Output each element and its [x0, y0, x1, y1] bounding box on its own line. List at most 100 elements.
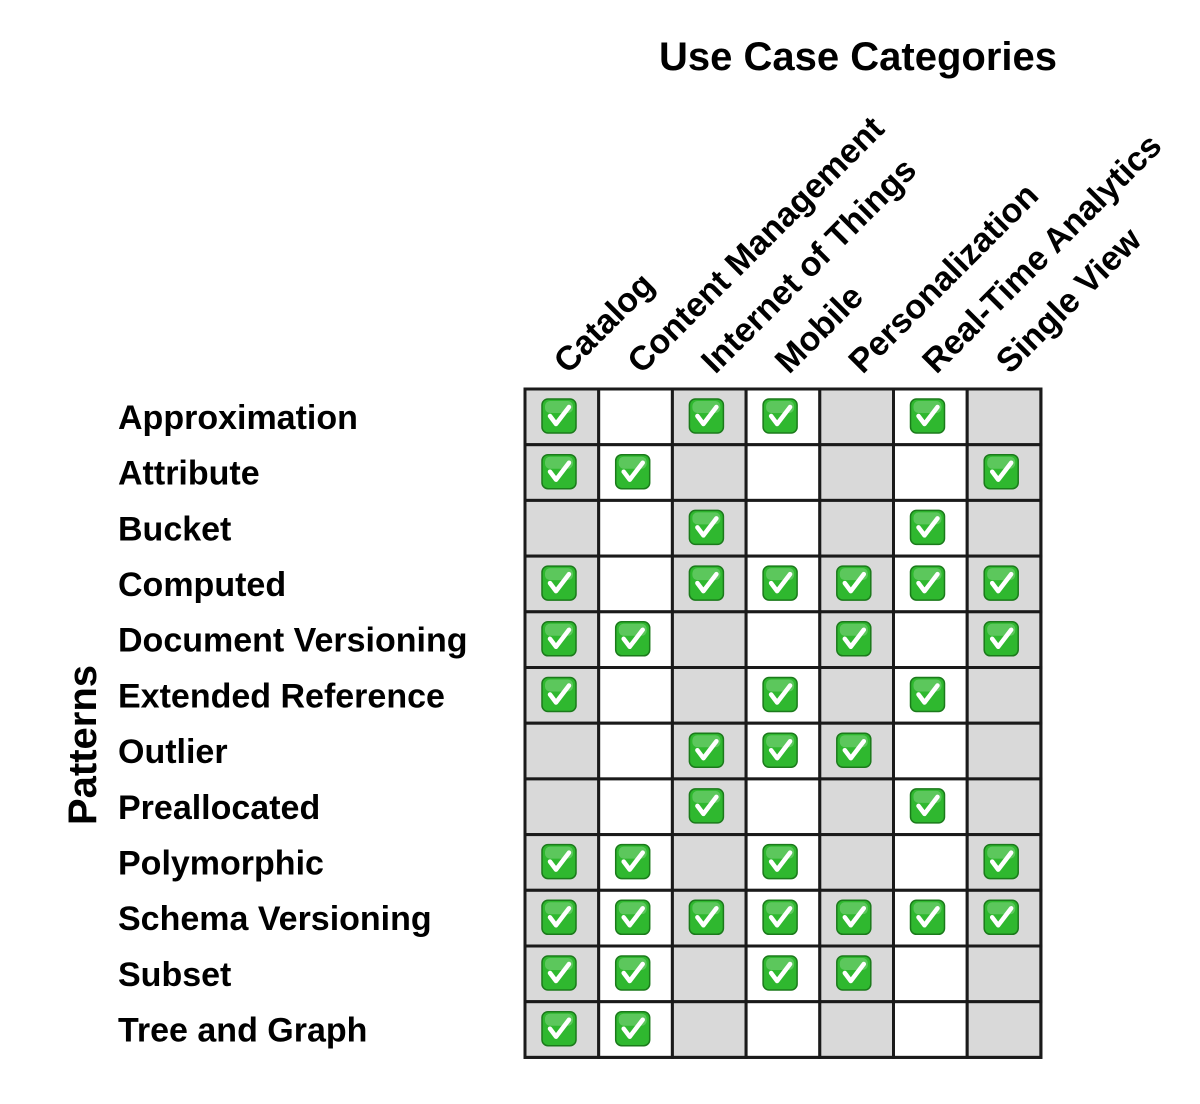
matrix-cell: [892, 833, 969, 892]
matrix-cell: [744, 610, 822, 669]
matrix-cell: [965, 721, 1043, 781]
matrix-cell: [892, 721, 969, 781]
matrix-cell: [965, 777, 1043, 837]
matrix-border: [523, 387, 1043, 1059]
green-checkbox-icon: [541, 398, 577, 434]
row-label: Polymorphic: [118, 844, 324, 882]
green-checkbox-icon: [909, 509, 946, 546]
matrix-cell: [965, 387, 1043, 447]
green-checkbox-icon: [541, 565, 577, 601]
green-checkbox-icon: [909, 398, 946, 434]
matrix-cell: [670, 666, 748, 725]
row-label: Preallocated: [118, 789, 320, 827]
matrix-cell: [597, 554, 674, 614]
row-label: Approximation: [118, 399, 358, 437]
matrix-cell: [818, 666, 895, 725]
matrix-cell: [818, 443, 895, 502]
matrix-cell: [818, 387, 895, 447]
green-checkbox-icon: [909, 676, 946, 713]
green-checkbox-icon: [983, 565, 1019, 601]
matrix-cell: [744, 1000, 822, 1059]
matrix-cell: [818, 833, 895, 892]
row-label: Computed: [118, 566, 286, 604]
row-label: Attribute: [118, 455, 260, 493]
green-checkbox-icon: [614, 453, 651, 490]
row-label: Extended Reference: [118, 677, 445, 715]
matrix-cell: [523, 721, 601, 781]
green-checkbox-icon: [909, 899, 946, 936]
green-checkbox-icon: [541, 1010, 577, 1047]
green-checkbox-icon: [688, 899, 725, 936]
green-checkbox-icon: [762, 843, 798, 880]
green-checkbox-icon: [836, 955, 872, 991]
matrix-cell: [892, 443, 969, 502]
matrix-cell: [744, 777, 822, 837]
row-label: Tree and Graph: [118, 1012, 367, 1050]
green-checkbox-icon: [614, 843, 651, 880]
green-checkbox-icon: [541, 843, 577, 880]
green-checkbox-icon: [983, 453, 1019, 490]
green-checkbox-icon: [836, 732, 872, 768]
green-checkbox-icon: [836, 621, 872, 657]
matrix-cell: [818, 1000, 895, 1059]
matrix-cell: [597, 777, 674, 837]
green-checkbox-icon: [688, 565, 725, 601]
matrix-cell: [892, 610, 969, 669]
matrix-cell: [670, 610, 748, 669]
matrix-cell: [892, 1000, 969, 1059]
green-checkbox-icon: [983, 621, 1019, 657]
green-checkbox-icon: [983, 843, 1019, 880]
green-checkbox-icon: [614, 621, 651, 657]
green-checkbox-icon: [762, 676, 798, 713]
green-checkbox-icon: [541, 955, 577, 991]
matrix-cell: [597, 498, 674, 558]
green-checkbox-icon: [614, 899, 651, 936]
green-checkbox-icon: [614, 1010, 651, 1047]
green-checkbox-icon: [836, 899, 872, 936]
matrix-cell: [965, 498, 1043, 558]
green-checkbox-icon: [909, 565, 946, 601]
matrix-cell: [523, 777, 601, 837]
matrix-cell: [597, 666, 674, 725]
y-axis-label: Patterns: [61, 665, 105, 825]
green-checkbox-icon: [614, 955, 651, 991]
green-checkbox-icon: [688, 732, 725, 768]
green-checkbox-icon: [688, 509, 725, 546]
row-label: Document Versioning: [118, 622, 468, 660]
matrix-cell: [670, 1000, 748, 1059]
green-checkbox-icon: [762, 398, 798, 434]
matrix-cell: [670, 443, 748, 502]
green-checkbox-icon: [688, 788, 725, 824]
green-checkbox-icon: [541, 621, 577, 657]
matrix-cell: [818, 777, 895, 837]
matrix-cell: [892, 944, 969, 1004]
green-checkbox-icon: [909, 788, 946, 824]
matrix-cell: [597, 387, 674, 447]
matrix-cell: [670, 944, 748, 1004]
chart-title: Use Case Categories: [659, 35, 1057, 79]
green-checkbox-icon: [541, 453, 577, 490]
matrix-cell: [744, 443, 822, 502]
green-checkbox-icon: [983, 899, 1019, 936]
matrix-cell: [597, 721, 674, 781]
matrix-cell: [744, 498, 822, 558]
row-label: Bucket: [118, 510, 231, 548]
matrix-cell: [523, 498, 601, 558]
matrix-cell: [965, 666, 1043, 725]
green-checkbox-icon: [541, 676, 577, 713]
row-label: Schema Versioning: [118, 900, 432, 938]
matrix-cell: [670, 833, 748, 892]
green-checkbox-icon: [836, 565, 872, 601]
matrix-cell: [965, 1000, 1043, 1059]
green-checkbox-icon: [762, 899, 798, 936]
green-checkbox-icon: [541, 899, 577, 936]
green-checkbox-icon: [762, 565, 798, 601]
matrix-cell: [818, 498, 895, 558]
matrix-cell: [965, 944, 1043, 1004]
row-label: Outlier: [118, 733, 228, 771]
row-label: Subset: [118, 956, 231, 994]
green-checkbox-icon: [762, 955, 798, 991]
green-checkbox-icon: [688, 398, 725, 434]
green-checkbox-icon: [762, 732, 798, 768]
